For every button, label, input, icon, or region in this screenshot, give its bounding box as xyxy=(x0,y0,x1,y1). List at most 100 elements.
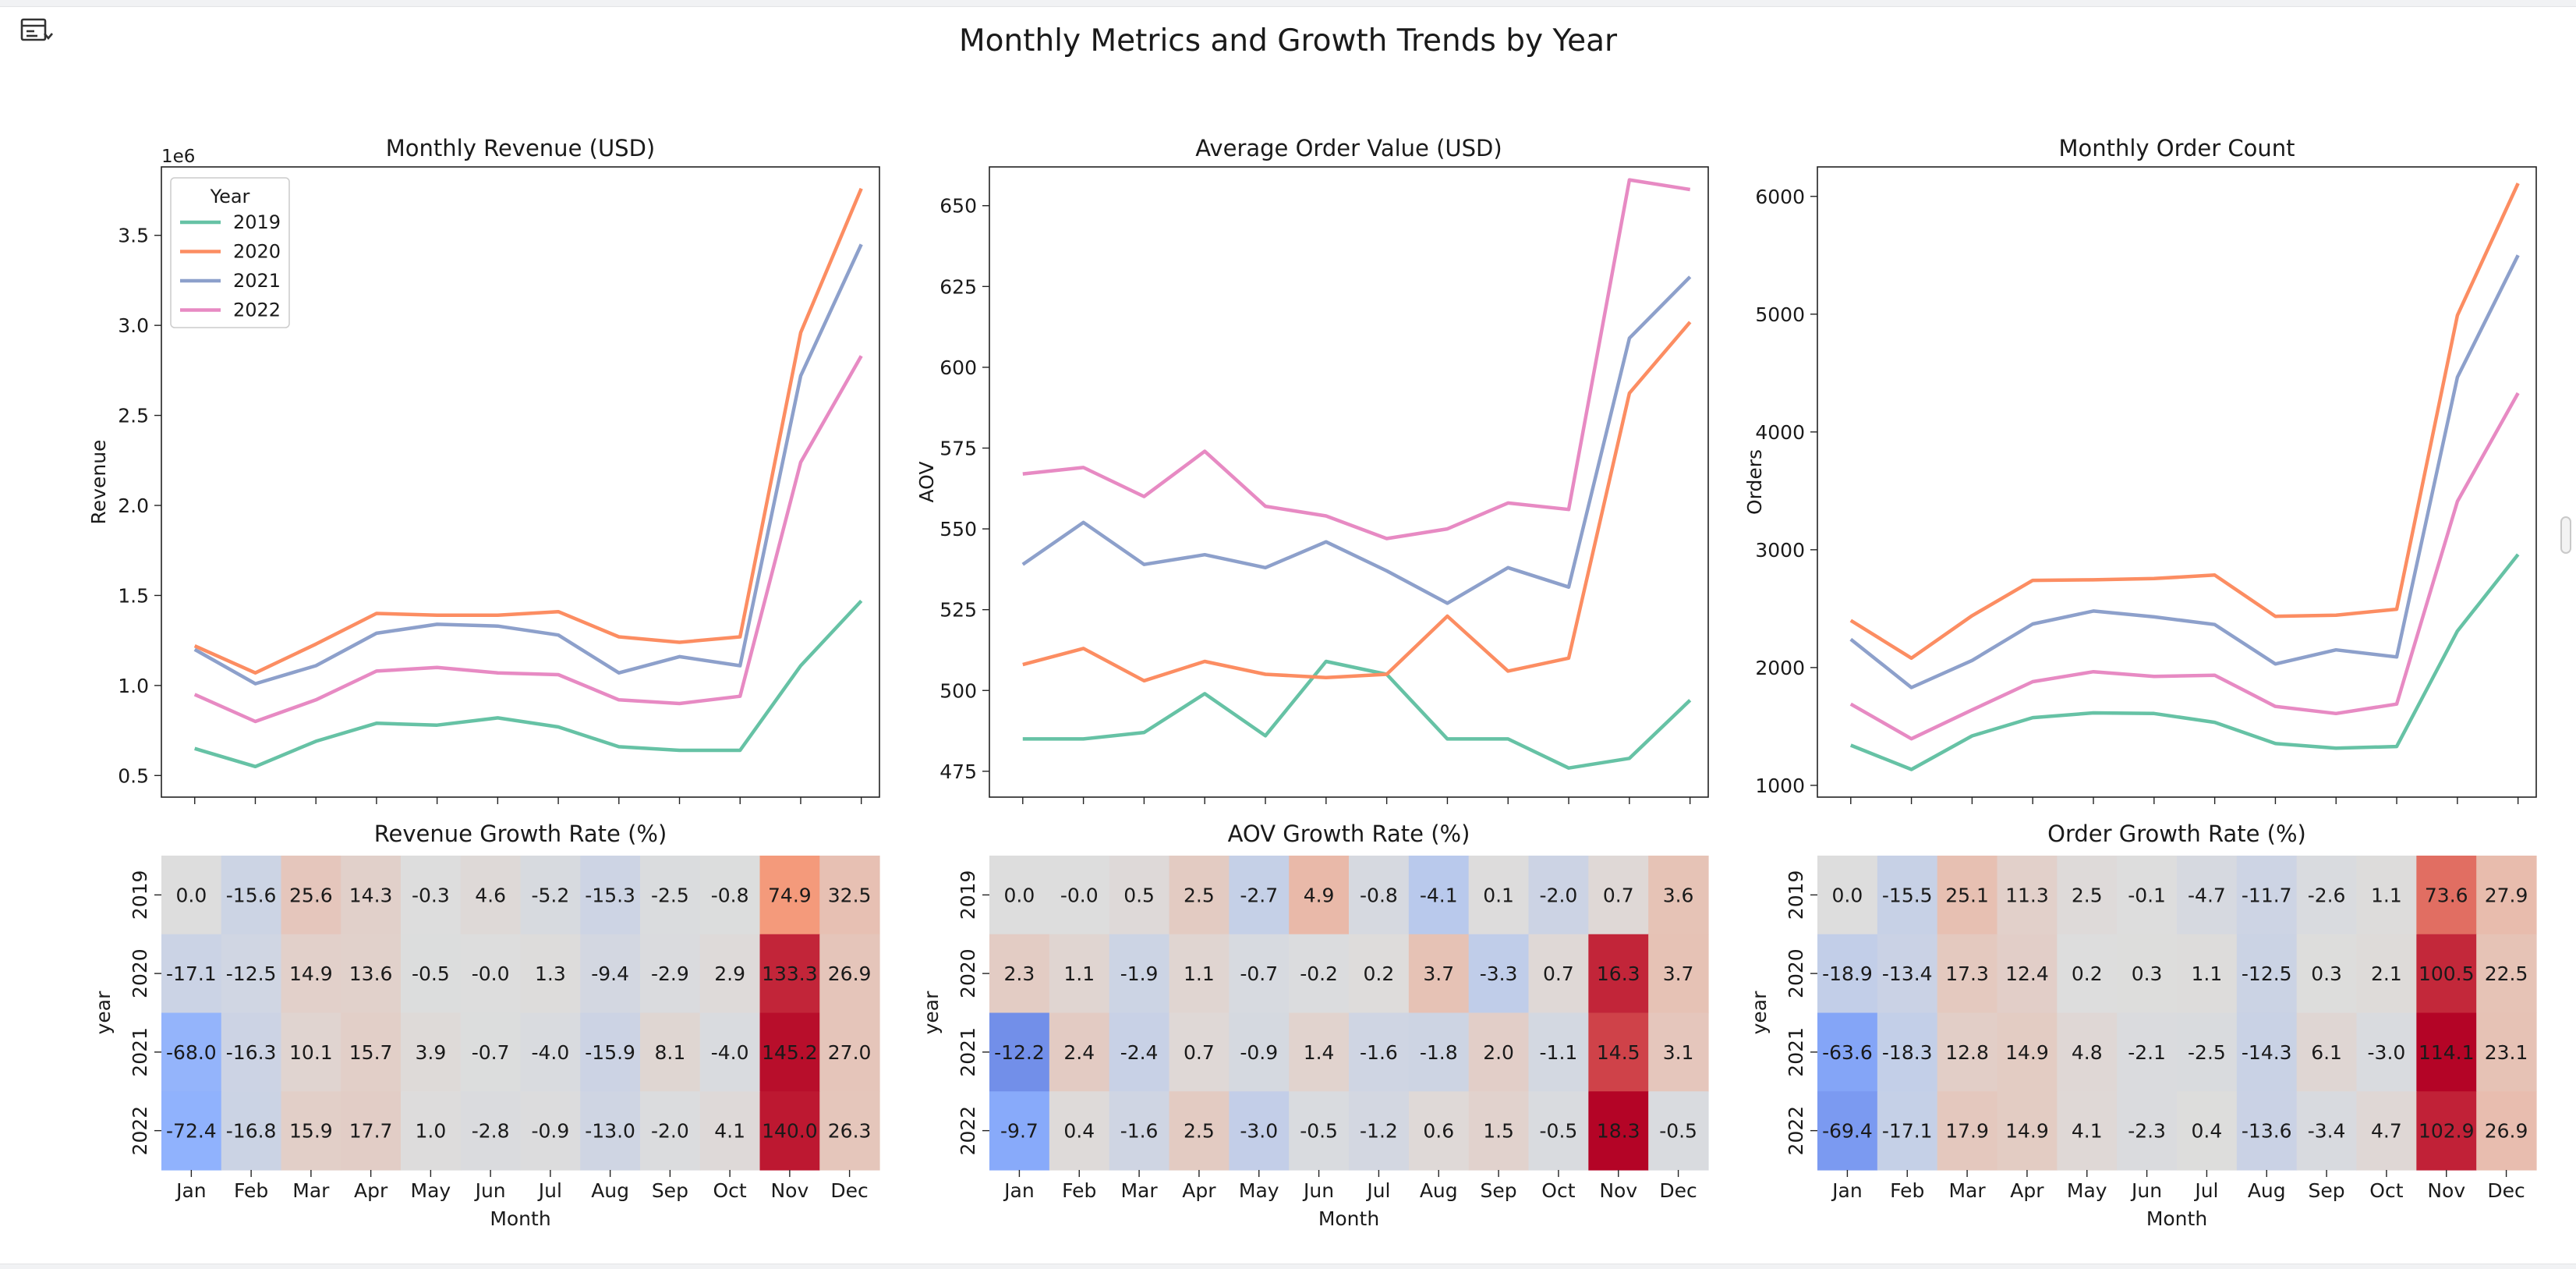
cell-label: -2.7 xyxy=(1240,884,1278,906)
series-line-2019 xyxy=(194,599,863,769)
cell-label: -1.6 xyxy=(1120,1120,1159,1143)
cell-label: 140.0 xyxy=(762,1120,818,1143)
cell-label: -2.5 xyxy=(651,884,689,906)
x-tick-label: Feb xyxy=(1062,1179,1096,1202)
heatmap-cell xyxy=(2356,1012,2417,1092)
heatmap-cell xyxy=(1817,934,1878,1014)
x-tick-label: Jul xyxy=(2193,1179,2218,1202)
heatmap-cell xyxy=(580,1091,641,1171)
chart-title: Monthly Revenue (USD) xyxy=(386,135,655,161)
cell-label: -0.5 xyxy=(412,962,450,985)
cell-label: -5.2 xyxy=(531,884,569,906)
heatmap-cell xyxy=(2416,934,2477,1014)
heatmap-cell xyxy=(759,1091,820,1171)
heatmap-cell xyxy=(1049,934,1110,1014)
heatmap-cell xyxy=(819,856,880,935)
y-tick-label: 2019 xyxy=(129,870,151,920)
cell-label: -11.7 xyxy=(2242,884,2292,906)
cell-label: 2.9 xyxy=(714,962,745,985)
y-tick-label: 5000 xyxy=(1755,303,1805,326)
cell-label: -2.1 xyxy=(2128,1041,2166,1064)
line-chart-2: Average Order Value (USD) AOV 475 500 525 550… xyxy=(915,135,1709,804)
heatmap-cell xyxy=(2057,1091,2118,1171)
legend-title: Year xyxy=(210,186,250,207)
heatmap-cell xyxy=(1877,1012,1938,1092)
cell-label: 12.8 xyxy=(1945,1041,1989,1064)
x-tick-label: Oct xyxy=(1541,1179,1575,1202)
y-tick-label: 2.5 xyxy=(118,405,149,427)
y-tick-label: 550 xyxy=(939,518,977,541)
legend-label-2022: 2022 xyxy=(233,300,281,321)
y-tick-label: 6000 xyxy=(1755,186,1805,208)
cell-label: 1.4 xyxy=(1304,1041,1335,1064)
heatmap-cell xyxy=(2416,1012,2477,1092)
heatmap-cell xyxy=(1528,1012,1589,1092)
cell-label: 14.3 xyxy=(349,884,393,906)
heatmap-cell xyxy=(1937,1012,1998,1092)
scrollbar-thumb[interactable] xyxy=(2560,516,2571,554)
heatmap-cell xyxy=(2117,934,2178,1014)
heatmap-cell xyxy=(1648,1012,1709,1092)
heatmap-cell xyxy=(341,1012,402,1092)
heatmap-cell xyxy=(759,934,820,1014)
heatmap-cell xyxy=(1997,1091,2058,1171)
cell-label: 25.1 xyxy=(1945,884,1989,906)
heatmap-cell xyxy=(2057,856,2118,935)
cell-label: 0.7 xyxy=(1603,884,1634,906)
cell-label: 1.0 xyxy=(415,1120,446,1143)
heatmap-cell xyxy=(1528,856,1589,935)
cell-label: 10.1 xyxy=(289,1041,333,1064)
x-tick-label: Aug xyxy=(2248,1179,2286,1202)
heatmap-cell xyxy=(341,1091,402,1171)
heatmap-1: Revenue Growth Rate (%) Month year 0.0 -15.6… xyxy=(92,821,880,1230)
cell-label: 4.7 xyxy=(2371,1120,2402,1143)
x-tick-label: Aug xyxy=(591,1179,629,1202)
x-tick-label: Jun xyxy=(1302,1179,1334,1202)
cell-label: -0.7 xyxy=(1240,962,1278,985)
cell-label: 2.4 xyxy=(1063,1041,1095,1064)
heatmap-cell xyxy=(699,934,761,1014)
heatmap-cell xyxy=(1937,856,1998,935)
cell-label: 102.9 xyxy=(2419,1120,2475,1143)
cell-label: -0.5 xyxy=(1659,1120,1697,1143)
heatmap-cell xyxy=(281,856,341,935)
x-tick-label: Mar xyxy=(292,1179,330,1202)
y-tick-label: 2020 xyxy=(1785,948,1807,998)
x-tick-label: Jan xyxy=(1003,1179,1035,1202)
heatmap-cell xyxy=(1229,1091,1290,1171)
line-chart-1: Monthly Revenue (USD) Revenue 1e6 0.5 1.0 1.5… xyxy=(87,135,880,804)
cell-label: -12.5 xyxy=(226,962,277,985)
heatmap-cell xyxy=(460,1012,522,1092)
cell-label: 3.1 xyxy=(1663,1041,1694,1064)
y-tick-label: 0.5 xyxy=(118,764,149,787)
panel-toggle-button[interactable] xyxy=(19,16,55,47)
heatmap-cell xyxy=(1289,1012,1350,1092)
cell-label: 4.1 xyxy=(2072,1120,2103,1143)
heatmap-cell xyxy=(1229,934,1290,1014)
heatmap-cell xyxy=(460,856,522,935)
cell-label: -13.4 xyxy=(1882,962,1933,985)
heatmap-cell xyxy=(1588,1091,1649,1171)
y-tick-label: 4000 xyxy=(1755,421,1805,444)
cell-label: 0.6 xyxy=(1423,1120,1454,1143)
cell-label: 17.3 xyxy=(1945,962,1989,985)
cell-label: -4.0 xyxy=(711,1041,749,1064)
x-tick-label: Sep xyxy=(1481,1179,1517,1202)
legend-label-2019: 2019 xyxy=(233,211,281,233)
cell-label: 0.4 xyxy=(1063,1120,1095,1143)
heatmap-cell xyxy=(161,1091,222,1171)
x-tick-label: Feb xyxy=(234,1179,268,1202)
x-tick-label: Jun xyxy=(2130,1179,2162,1202)
series-line-2020 xyxy=(1022,321,1692,683)
y-tick-label: 2019 xyxy=(957,870,979,920)
line-chart-3: Monthly Order Count Orders 1000 2000 3000 400… xyxy=(1743,135,2537,804)
cell-label: -16.8 xyxy=(226,1120,277,1143)
cell-label: 4.6 xyxy=(475,884,506,906)
cell-label: 3.9 xyxy=(415,1041,446,1064)
cell-label: 18.3 xyxy=(1597,1120,1640,1143)
x-tick-label: Oct xyxy=(713,1179,747,1202)
cell-label: 0.7 xyxy=(1543,962,1574,985)
cell-label: 13.6 xyxy=(349,962,393,985)
cell-label: 0.2 xyxy=(2072,962,2103,985)
heatmap-cell xyxy=(2476,934,2537,1014)
